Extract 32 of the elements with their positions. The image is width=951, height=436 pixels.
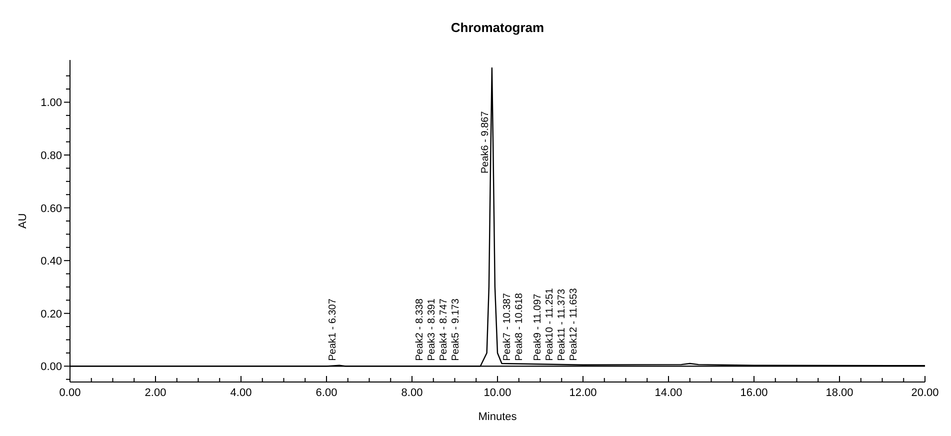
annotation: Peak1 - 6.307 <box>328 298 339 361</box>
annotation: Peak4 - 8.747 <box>438 298 450 361</box>
annotation: Peak8 - 10.618 <box>514 292 526 361</box>
y-tick-label: 0.80 <box>40 150 62 162</box>
annotation: Peak5 - 9.173 <box>450 298 462 361</box>
y-tick-label: 1.00 <box>40 97 62 110</box>
y-tick-label: 0.60 <box>40 202 62 215</box>
x-tick-label: 8.00 <box>401 387 423 399</box>
x-tick-label: 2.00 <box>144 387 166 399</box>
x-tick-label: 14.00 <box>654 387 682 399</box>
annotation: Peak2 - 8.338 <box>414 298 426 361</box>
x-tick-label: 20.00 <box>911 387 939 399</box>
chart-title: Chromatogram <box>450 20 544 35</box>
y-tick-label: 0.00 <box>40 361 62 374</box>
y-tick-label: 0.40 <box>40 256 62 268</box>
x-tick-label: 6.00 <box>316 387 338 399</box>
annotation: Peak3 - 8.391 <box>426 298 438 361</box>
annotation: Peak9 - 11.097 <box>532 293 544 361</box>
x-tick-label: 12.00 <box>569 387 597 399</box>
annotation: Peak7 - 10.387 <box>502 292 514 361</box>
x-tick-label: 16.00 <box>740 387 768 399</box>
x-tick-label: 4.00 <box>230 387 252 399</box>
x-tick-label: 10.00 <box>484 387 512 399</box>
y-tick-label: 0.20 <box>40 308 62 320</box>
annotation: Peak11 - 11.373 <box>556 288 568 361</box>
annotation: Peak12 - 11.653 <box>568 288 580 361</box>
y-axis-title: AU <box>17 213 29 229</box>
x-axis-title: Minutes <box>478 411 518 423</box>
x-tick-label: 0.00 <box>59 387 81 399</box>
annotation: Peak6 - 9.867 <box>480 110 491 174</box>
annotation: Peak10 - 11.251 <box>544 288 556 361</box>
x-tick-label: 18.00 <box>826 387 854 399</box>
